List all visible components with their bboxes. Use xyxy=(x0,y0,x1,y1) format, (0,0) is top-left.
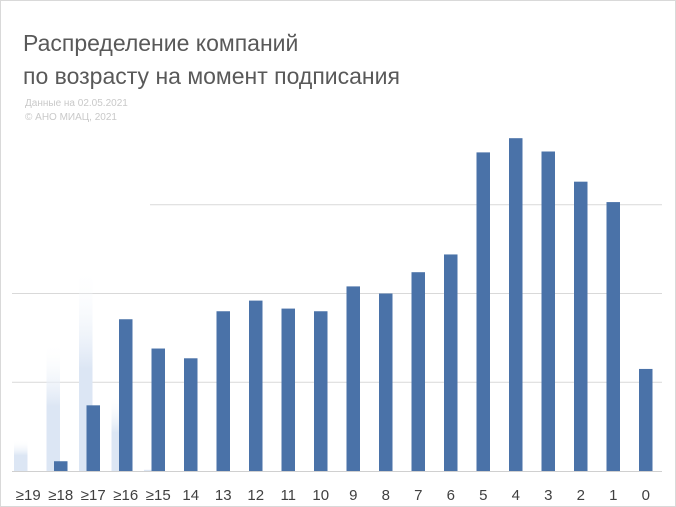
x-tick-label: ≥17 xyxy=(81,487,106,504)
x-tick-label: ≥16 xyxy=(113,487,138,504)
bar xyxy=(54,461,68,471)
x-tick-label: 13 xyxy=(215,487,232,504)
gridlines xyxy=(12,204,662,383)
bars xyxy=(54,138,653,472)
bar xyxy=(151,348,165,471)
x-tick-label: ≥15 xyxy=(146,487,171,504)
bar xyxy=(86,405,100,471)
x-tick-labels: ≥19 ≥18 ≥17 ≥16 ≥15 14 13 12 11 10 9 8 7 6 5 4 3 2 1 0 xyxy=(16,487,650,504)
x-tick-label: ≥18 xyxy=(48,487,73,504)
x-tick-label: 5 xyxy=(479,487,487,504)
bar xyxy=(476,152,490,471)
bar xyxy=(184,358,198,471)
bar xyxy=(379,293,393,471)
faded-bar xyxy=(144,469,158,471)
bar xyxy=(119,319,133,471)
x-tick-label: 14 xyxy=(182,487,199,504)
x-tick-label: 6 xyxy=(447,487,455,504)
bar xyxy=(639,368,653,471)
bar xyxy=(281,308,295,471)
x-tick-label: ≥19 xyxy=(16,487,41,504)
data-date-note: Данные на 02.05.2021 xyxy=(25,98,128,109)
x-tick-label: 9 xyxy=(349,487,357,504)
x-tick-label: 10 xyxy=(312,487,329,504)
x-tick-label: 7 xyxy=(414,487,422,504)
bar xyxy=(411,272,425,471)
chart-title-line-2: по возрасту на момент подписания xyxy=(23,63,400,89)
copyright-note: © АНО МИАЦ, 2021 xyxy=(25,112,117,123)
bar xyxy=(541,151,555,471)
bar xyxy=(444,254,458,471)
x-tick-label: 0 xyxy=(642,487,650,504)
bar xyxy=(314,311,328,471)
bar xyxy=(249,300,263,471)
x-tick-label: 11 xyxy=(280,487,296,504)
bar xyxy=(346,286,360,471)
x-tick-label: 8 xyxy=(382,487,390,504)
x-tick-label: 1 xyxy=(609,487,617,504)
faded-bar xyxy=(46,341,60,471)
x-tick-label: 3 xyxy=(544,487,552,504)
bar xyxy=(216,311,230,471)
chart-title: Распределение компаний по возрасту на мо… xyxy=(23,27,400,93)
x-tick-label: 4 xyxy=(512,487,520,504)
chart-title-line-1: Распределение компаний xyxy=(23,30,299,56)
bar xyxy=(574,181,588,472)
x-tick-label: 2 xyxy=(577,487,585,504)
x-tick-label: 12 xyxy=(247,487,264,504)
data-source-note: Данные на 02.05.2021 © АНО МИАЦ, 2021 xyxy=(25,97,128,125)
faded-bars xyxy=(14,266,158,471)
faded-bar xyxy=(14,439,28,471)
bar xyxy=(509,138,523,471)
bar xyxy=(606,202,620,471)
